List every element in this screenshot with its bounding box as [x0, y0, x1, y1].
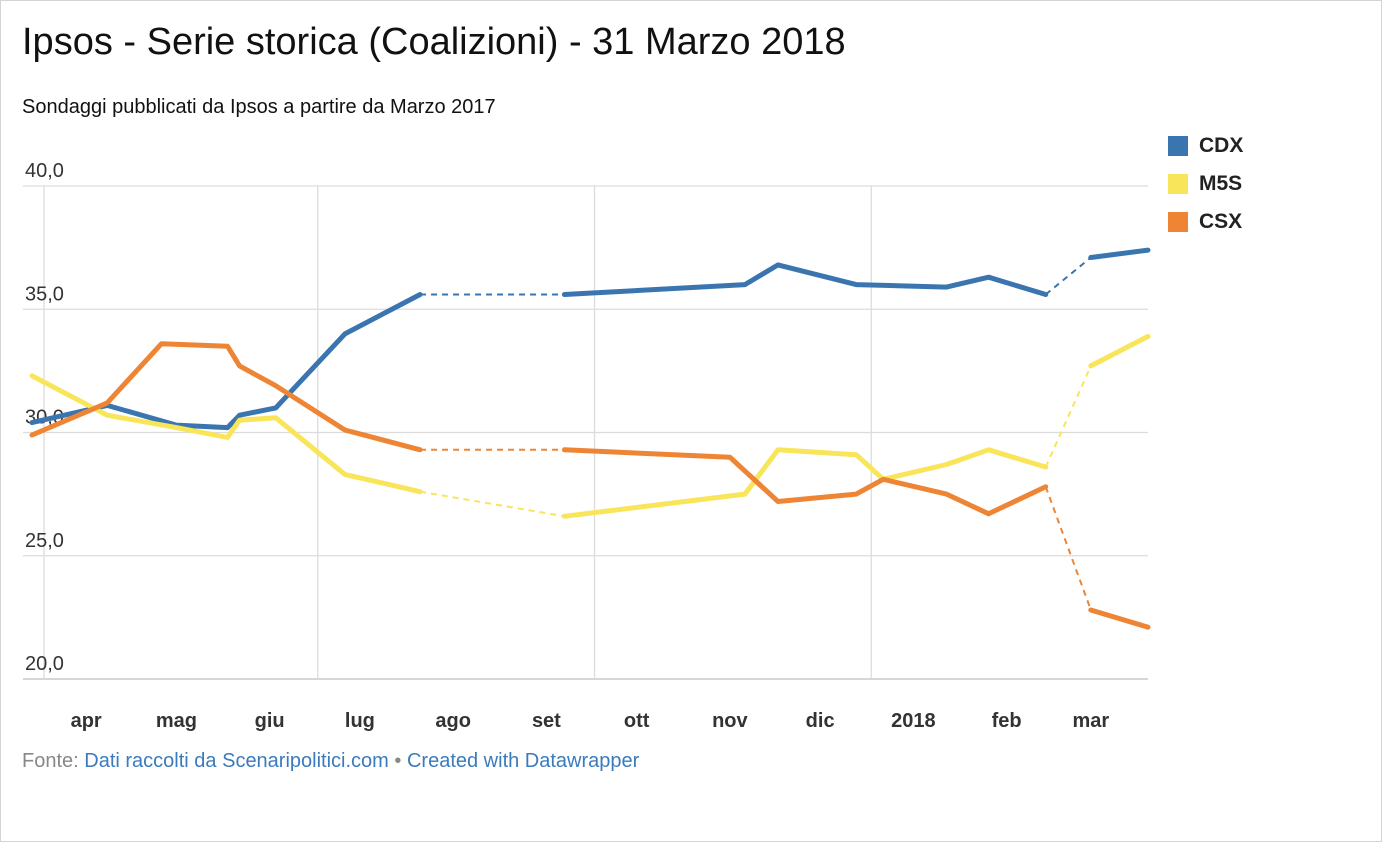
datawrapper-credit-link[interactable]: Created with Datawrapper: [406, 750, 640, 772]
legend-item-csx: CSX: [1168, 203, 1243, 241]
legend: CDX M5S CSX: [1168, 127, 1243, 241]
legend-swatch: [1168, 136, 1188, 156]
series-gap-line: [1045, 256, 1092, 296]
source-prefix: Fonte:: [22, 750, 79, 772]
x-tick-label: ott: [624, 710, 650, 732]
source-link[interactable]: Dati raccolti da Scenaripolitici.com: [84, 750, 389, 772]
series-gap-line: [1044, 365, 1092, 468]
x-tick-label: feb: [992, 710, 1022, 732]
legend-label: CSX: [1199, 210, 1243, 233]
series-line: [561, 262, 1049, 297]
legend-item-cdx: CDX: [1168, 127, 1243, 165]
legend-swatch: [1168, 212, 1188, 232]
x-tick-label: ago: [435, 710, 471, 732]
series-m5s: [29, 333, 1151, 519]
series-line: [561, 447, 1049, 519]
series-gap-line: [1044, 486, 1092, 611]
y-tick-label: 20,0: [25, 653, 64, 675]
x-axis: apr mag giu lug ago set ott nov dic 2018 feb mar: [71, 710, 1110, 732]
series-line: [29, 292, 423, 431]
x-tick-label: giu: [255, 710, 285, 732]
series-gap-line: [419, 490, 565, 518]
series-line: [29, 373, 423, 495]
footer: Fonte: Dati raccolti da Scenaripolitici.…: [22, 750, 639, 773]
series-line: [1088, 247, 1151, 260]
x-tick-label: mar: [1072, 710, 1109, 732]
series-line: [1088, 333, 1151, 369]
x-tick-label: apr: [71, 710, 102, 732]
footer-separator: •: [394, 750, 402, 772]
x-tick-label: lug: [345, 710, 375, 732]
legend-swatch: [1168, 174, 1188, 194]
chart-subtitle: Sondaggi pubblicati da Ipsos a partire d…: [22, 96, 496, 118]
series-line: [561, 447, 1049, 517]
y-tick-label: 25,0: [25, 530, 64, 552]
x-tick-label: dic: [806, 710, 835, 732]
x-tick-label: nov: [712, 710, 748, 732]
series-cdx: [29, 247, 1151, 431]
series-line: [1088, 607, 1151, 630]
legend-item-m5s: M5S: [1168, 165, 1243, 203]
series-line: [29, 341, 423, 453]
y-tick-label: 40,0: [25, 160, 64, 182]
x-tick-label: 2018: [891, 710, 936, 732]
chart-title: Ipsos - Serie storica (Coalizioni) - 31 …: [22, 21, 846, 63]
series-csx: [29, 341, 1151, 630]
x-tick-label: mag: [156, 710, 197, 732]
legend-label: CDX: [1199, 134, 1244, 157]
y-tick-label: 35,0: [25, 283, 64, 305]
legend-label: M5S: [1199, 172, 1243, 195]
series-layer: [29, 247, 1151, 630]
x-tick-label: set: [532, 710, 561, 732]
